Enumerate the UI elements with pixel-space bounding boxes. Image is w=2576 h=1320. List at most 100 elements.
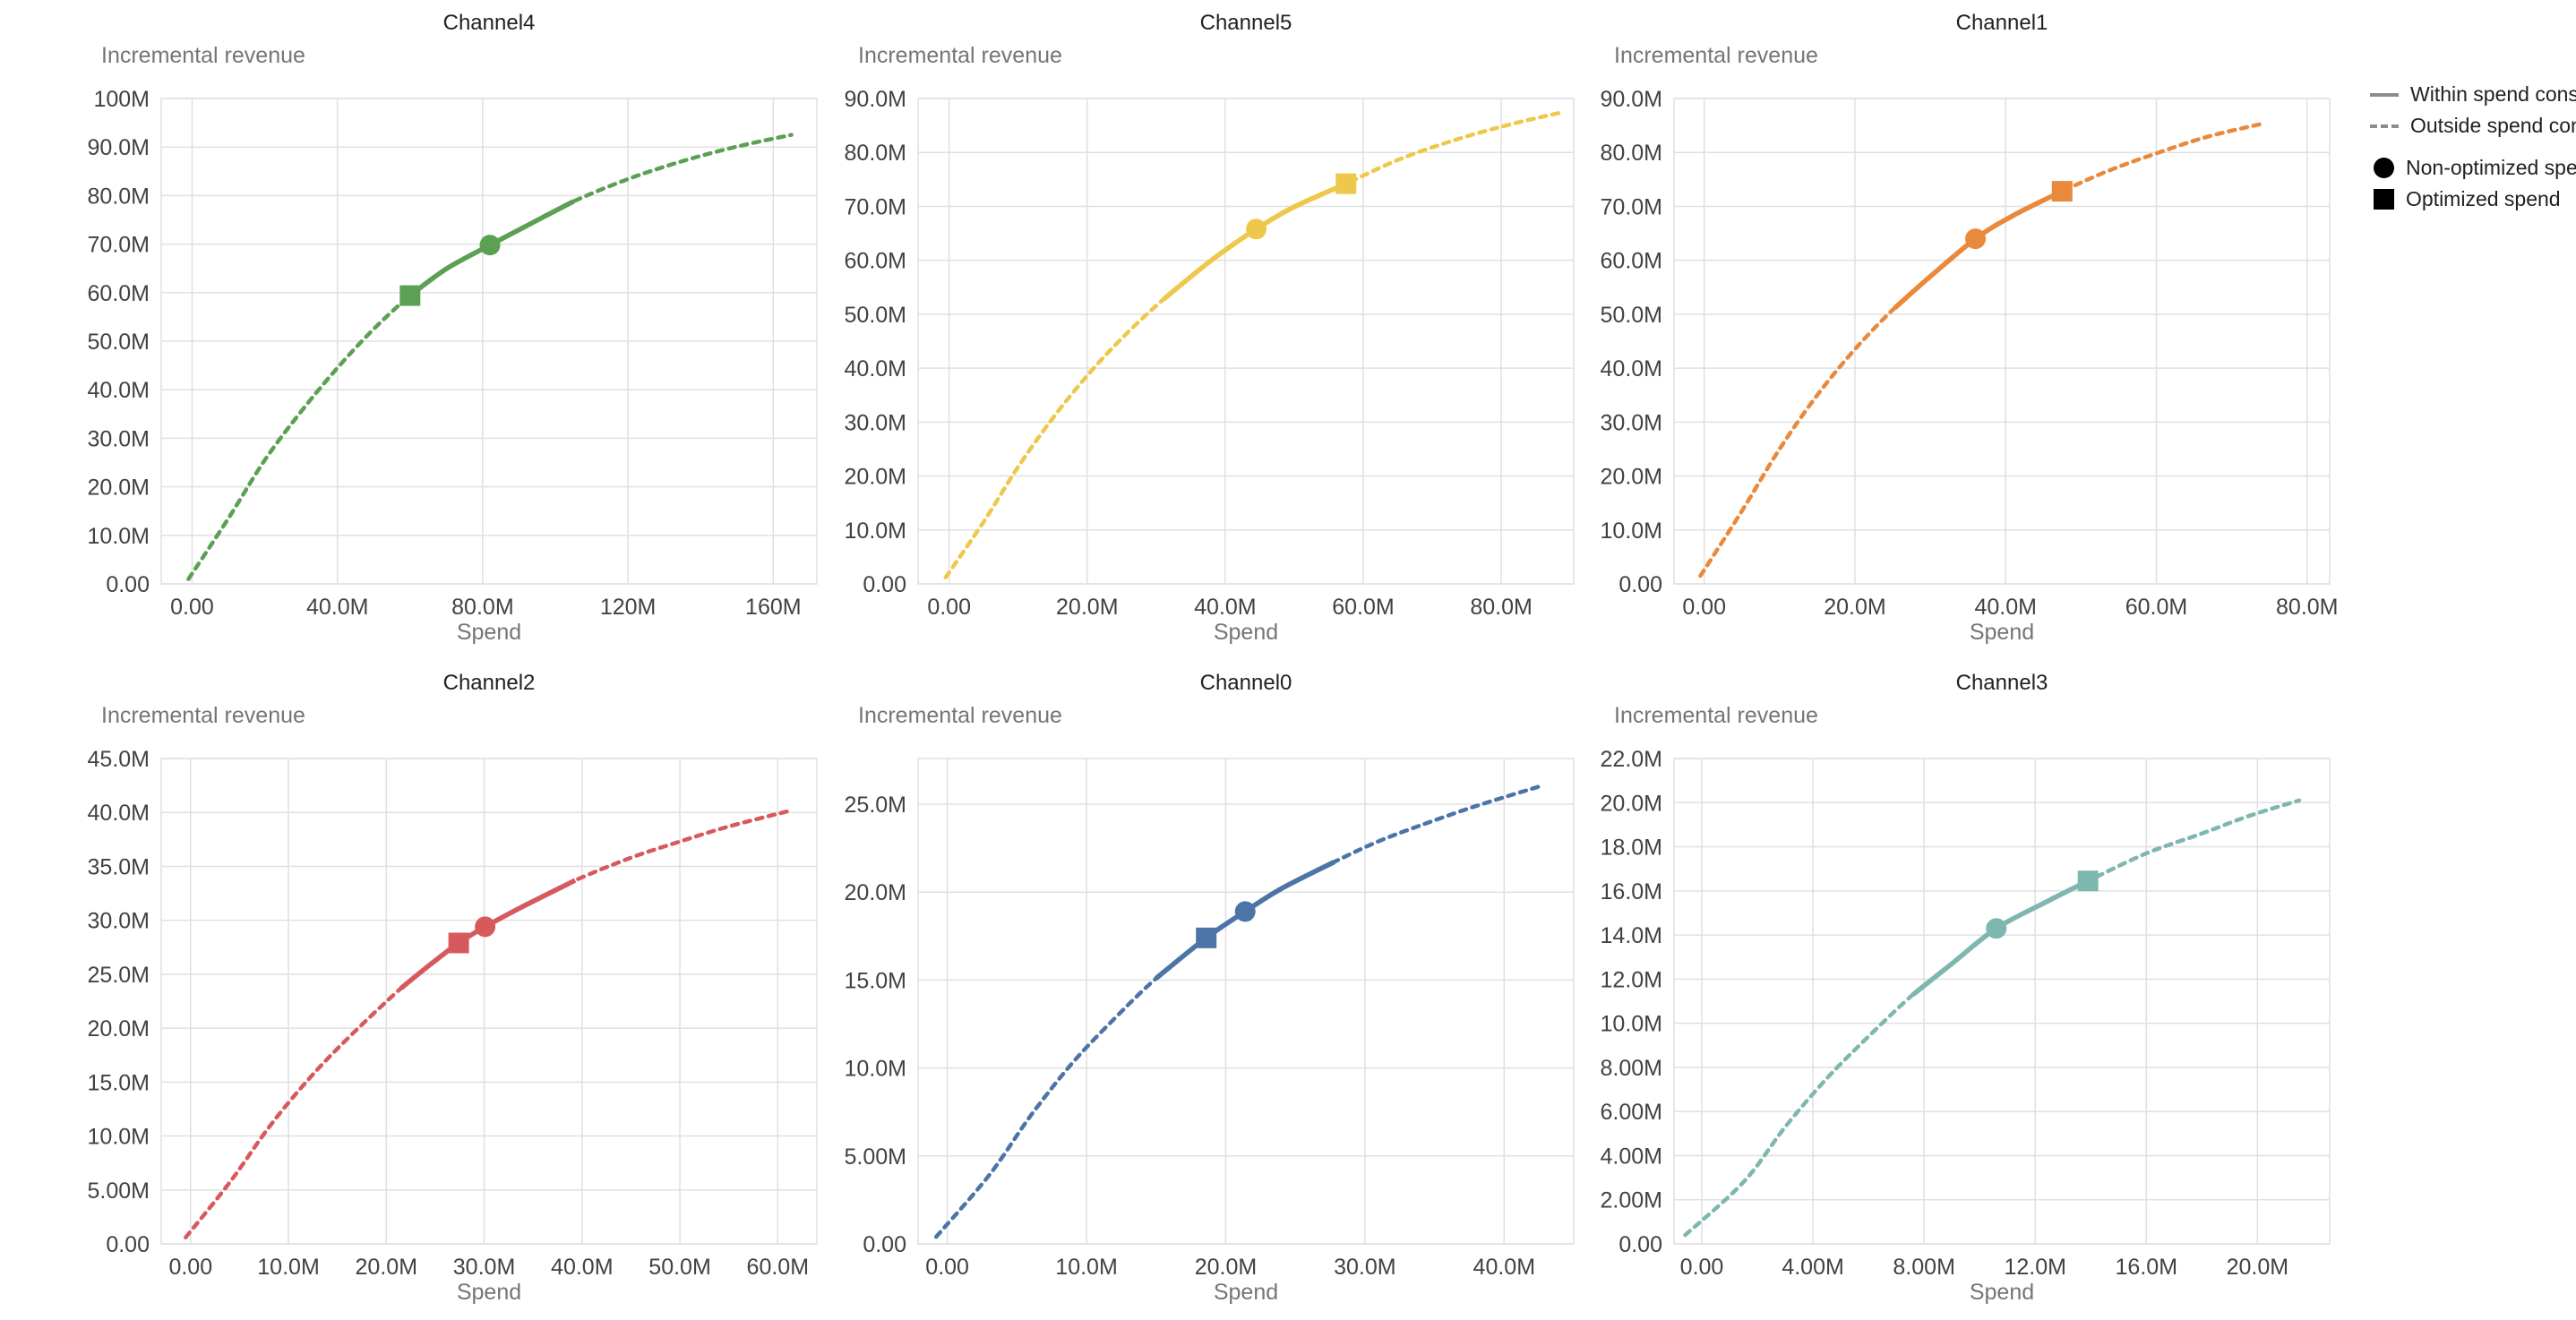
y-tick-label: 25.0M [845,793,906,818]
x-tick-label: 10.0M [1055,1255,1117,1280]
y-tick-label: 30.0M [845,410,906,435]
y-tick-label: 20.0M [845,880,906,905]
y-tick-label: 90.0M [1601,87,1662,112]
response-curve-dashed [1683,798,2302,1238]
x-tick-label: 30.0M [453,1255,515,1280]
y-tick-label: 30.0M [88,426,150,451]
x-tick-label: 12.0M [2004,1255,2065,1280]
x-tick-label: 80.0M [451,595,513,620]
response-curve-solid [399,878,577,990]
plot-border [1673,758,2331,1245]
y-tick-label: 25.0M [88,963,150,988]
chart-channel1: Channel1 Incremental revenue 0.00 10.0M 20… [1598,0,2355,660]
y-tick-label: 14.0M [1601,923,1662,948]
x-tick-label: 20.0M [2227,1255,2288,1280]
legend-item-within-spend-constraint: Within spend constraint [2370,82,2576,107]
x-tick-label: 60.0M [747,1255,809,1280]
x-tick-label: 0.00 [1682,595,1726,620]
y-tick-label: 20.0M [1601,465,1662,490]
y-tick-label: 20.0M [88,1016,150,1041]
response-curve-dashed [933,784,1541,1239]
x-tick-label: 0.00 [170,595,214,620]
y-tick-label: 90.0M [845,87,906,112]
response-curve-dashed [1698,122,2264,579]
y-tick-label: 70.0M [88,233,150,258]
plot-area: 0.00 5.00M 10.0M 15.0M 20.0M 25.0M 30.0M 35.0M 4… [88,747,818,1305]
y-tick-label: 40.0M [1601,356,1662,381]
optimized-spend-marker [448,932,469,954]
x-axis-title: Spend [1214,1280,1278,1305]
y-tick-label: 4.00M [1601,1144,1662,1169]
x-tick-label: 50.0M [648,1255,710,1280]
y-tick-label: 8.00M [1601,1056,1662,1081]
chart-title: Channel3 [1955,671,2048,695]
x-tick-label: 40.0M [306,595,368,620]
x-tick-label: 20.0M [356,1255,417,1280]
response-curve-dashed [186,133,794,581]
non-optimized-spend-marker [1234,901,1256,922]
y-tick-label: 40.0M [88,378,150,403]
x-tick-label: 40.0M [1974,595,2036,620]
y-tick-label: 20.0M [1601,791,1662,816]
y-tick-label: 10.0M [1601,1012,1662,1037]
non-optimized-spend-marker [475,916,496,938]
x-tick-label: 20.0M [1195,1255,1257,1280]
x-tick-label: 60.0M [2125,595,2187,620]
solid-line-icon [2370,92,2399,97]
x-axis-title: Spend [1214,620,1278,645]
plot-border [917,758,1575,1245]
y-tick-label: 0.00 [1619,1232,1662,1257]
y-axis-title: Incremental revenue [1614,703,1818,728]
chart-channel0: Channel0 Incremental revenue 0.00 5.00M 10… [842,660,1599,1320]
chart-title: Channel0 [1199,671,1292,695]
y-tick-label: 30.0M [1601,410,1662,435]
x-tick-label: 40.0M [1473,1255,1535,1280]
response-curve-solid [1911,876,2096,997]
y-tick-label: 40.0M [845,356,906,381]
optimized-spend-marker [399,285,421,306]
optimized-spend-marker [1196,927,1217,948]
chart-channel4: Channel4 Incremental revenue 0.00 10.0M 20… [85,0,842,660]
x-tick-label: 0.00 [168,1255,212,1280]
plot-area: 0.00 10.0M 20.0M 30.0M 40.0M 50.0M 60.0M 70.0M 8… [845,87,1575,645]
y-tick-label: 5.00M [845,1144,906,1170]
y-tick-label: 60.0M [1601,249,1662,274]
y-tick-label: 16.0M [1601,879,1662,904]
y-tick-label: 20.0M [845,465,906,490]
chart-title: Channel5 [1199,11,1292,35]
y-tick-label: 10.0M [845,519,906,544]
y-tick-label: 40.0M [88,801,150,826]
x-tick-label: 80.0M [1470,595,1532,620]
y-tick-label: 22.0M [1601,747,1662,772]
chart-channel3: Channel3 Incremental revenue 0.00 2.00M 4.… [1598,660,2355,1320]
y-axis-title: Incremental revenue [858,703,1062,728]
x-axis-title: Spend [1970,1280,2034,1305]
dashed-line-icon [2370,124,2399,128]
y-tick-label: 0.00 [106,1232,150,1257]
non-optimized-spend-marker [479,235,501,256]
plot-border [160,758,818,1245]
x-tick-label: 40.0M [1194,595,1256,620]
x-tick-label: 10.0M [257,1255,319,1280]
plot-area: 0.00 10.0M 20.0M 30.0M 40.0M 50.0M 60.0M 70.0M 8… [1601,87,2339,645]
plot-border [1673,98,2331,585]
y-tick-label: 100M [93,87,150,112]
y-tick-label: 2.00M [1601,1188,1662,1213]
optimized-spend-marker [1335,173,1357,194]
x-axis-title: Spend [1970,620,2034,645]
optimized-spend-marker [2051,181,2073,202]
square-marker-icon [2374,189,2394,210]
y-tick-label: 10.0M [1601,519,1662,544]
x-tick-label: 16.0M [2116,1255,2177,1280]
x-tick-label: 60.0M [1332,595,1394,620]
plot-border [917,98,1575,585]
response-curve-dashed [943,109,1566,580]
y-tick-label: 15.0M [88,1070,150,1095]
y-tick-label: 18.0M [1601,836,1662,861]
x-tick-label: 0.00 [927,595,971,620]
y-tick-label: 10.0M [845,1057,906,1082]
response-curve-dashed [184,809,790,1240]
y-tick-label: 10.0M [88,1125,150,1150]
chart-title: Channel2 [442,671,536,695]
